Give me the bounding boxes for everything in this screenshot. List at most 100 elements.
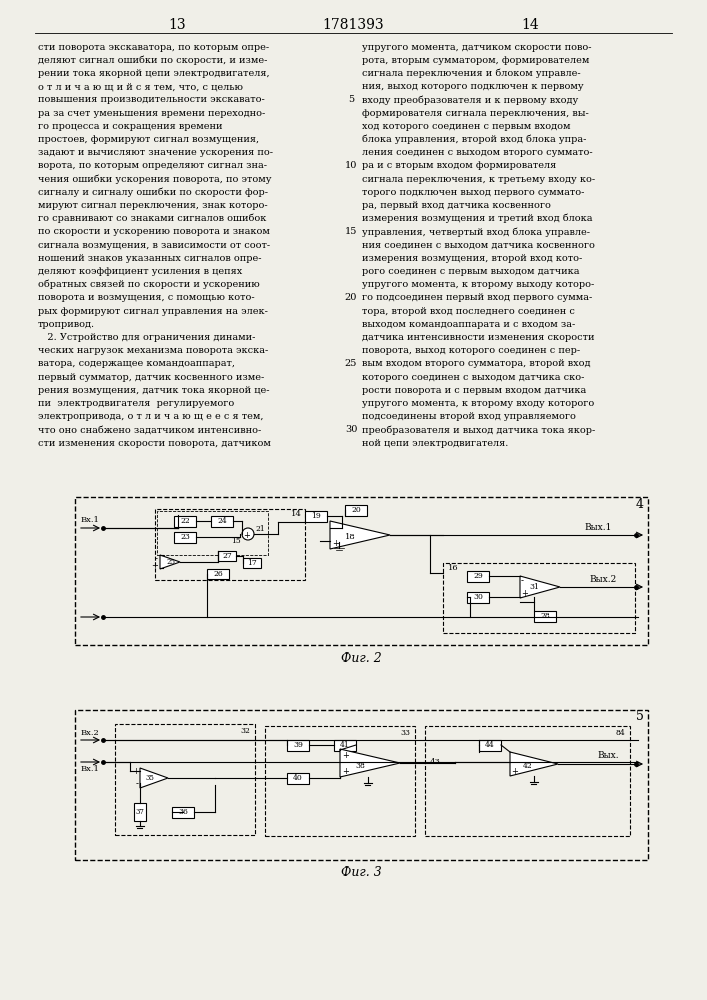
Text: 29: 29 xyxy=(473,572,483,580)
Text: 36: 36 xyxy=(178,808,188,816)
Bar xyxy=(479,740,501,750)
Polygon shape xyxy=(510,752,558,776)
Bar xyxy=(305,510,327,522)
Text: 18: 18 xyxy=(344,533,356,541)
Text: 10: 10 xyxy=(345,161,357,170)
Text: 30: 30 xyxy=(345,425,357,434)
Bar xyxy=(115,724,255,835)
Text: рости поворота и с первым входом датчика: рости поворота и с первым входом датчика xyxy=(362,386,586,395)
Text: поворота и возмущения, с помощью кото-: поворота и возмущения, с помощью кото- xyxy=(38,293,255,302)
Text: сигнала переключения, к третьему входу ко-: сигнала переключения, к третьему входу к… xyxy=(362,174,595,184)
Text: 21: 21 xyxy=(255,525,264,533)
Bar xyxy=(345,504,367,516)
Text: 25: 25 xyxy=(167,558,175,566)
Text: 20: 20 xyxy=(345,293,357,302)
Text: сигнала возмущения, в зависимости от соот-: сигнала возмущения, в зависимости от соо… xyxy=(38,240,270,249)
Text: блока управления, второй вход блока упра-: блока управления, второй вход блока упра… xyxy=(362,135,586,144)
Text: 41: 41 xyxy=(340,741,350,749)
Bar xyxy=(467,591,489,602)
Bar xyxy=(287,740,309,750)
Polygon shape xyxy=(140,768,168,788)
Text: что оно снабжено задатчиком интенсивно-: что оно снабжено задатчиком интенсивно- xyxy=(38,425,262,434)
Text: обратных связей по скорости и ускорению: обратных связей по скорости и ускорению xyxy=(38,280,259,289)
Text: 40: 40 xyxy=(293,774,303,782)
Text: деляют сигнал ошибки по скорости, и изме-: деляют сигнал ошибки по скорости, и изме… xyxy=(38,55,267,65)
Polygon shape xyxy=(160,555,180,569)
Text: поворота, выход которого соединен с пер-: поворота, выход которого соединен с пер- xyxy=(362,346,580,355)
Text: упругого момента, к второму выходу которо-: упругого момента, к второму выходу котор… xyxy=(362,280,595,289)
Text: 15: 15 xyxy=(345,227,357,236)
Text: го сравнивают со знаками сигналов ошибок: го сравнивают со знаками сигналов ошибок xyxy=(38,214,267,223)
Text: датчика интенсивности изменения скорости: датчика интенсивности изменения скорости xyxy=(362,333,595,342)
Text: рения возмущения, датчик тока якорной це-: рения возмущения, датчик тока якорной це… xyxy=(38,386,269,395)
Bar xyxy=(425,726,630,836)
Text: ра, первый вход датчика косвенного: ра, первый вход датчика косвенного xyxy=(362,201,551,210)
Text: Вх.1: Вх.1 xyxy=(81,765,100,773)
Bar xyxy=(75,710,648,860)
Bar xyxy=(157,511,268,555)
Text: 39: 39 xyxy=(293,741,303,749)
Text: простоев, формируют сигнал возмущения,: простоев, формируют сигнал возмущения, xyxy=(38,135,259,144)
Text: Фиг. 3: Фиг. 3 xyxy=(341,866,382,880)
Text: го подсоединен первый вход первого сумма-: го подсоединен первый вход первого сумма… xyxy=(362,293,592,302)
Text: +: + xyxy=(511,766,518,776)
Text: о т л и ч а ю щ и й с я тем, что, с целью: о т л и ч а ю щ и й с я тем, что, с цель… xyxy=(38,82,243,91)
Text: 15: 15 xyxy=(231,537,241,545)
Text: деляют коэффициент усиления в цепях: деляют коэффициент усиления в цепях xyxy=(38,267,243,276)
Text: 13: 13 xyxy=(168,18,186,32)
Text: -: - xyxy=(136,780,139,788)
Text: преобразователя и выход датчика тока якор-: преобразователя и выход датчика тока яко… xyxy=(362,425,595,435)
Text: -: - xyxy=(155,554,158,563)
Text: -: - xyxy=(521,576,524,585)
Text: Вых.: Вых. xyxy=(597,752,619,760)
Bar xyxy=(443,563,635,633)
Text: 17: 17 xyxy=(247,559,257,567)
Bar xyxy=(534,610,556,621)
Text: 26: 26 xyxy=(213,570,223,578)
Text: 38: 38 xyxy=(355,762,365,770)
Text: 84: 84 xyxy=(615,729,625,737)
Text: 25: 25 xyxy=(345,359,357,368)
Text: 16: 16 xyxy=(448,564,459,572)
Text: 30: 30 xyxy=(473,593,483,601)
Text: выходом командоаппарата и с входом за-: выходом командоаппарата и с входом за- xyxy=(362,320,575,329)
Text: 1781393: 1781393 xyxy=(322,18,384,32)
Text: рого соединен с первым выходом датчика: рого соединен с первым выходом датчика xyxy=(362,267,580,276)
Text: которого соединен с выходом датчика ско-: которого соединен с выходом датчика ско- xyxy=(362,372,585,381)
Text: Вх.1: Вх.1 xyxy=(81,516,100,524)
Bar xyxy=(134,803,146,821)
Bar xyxy=(334,740,356,750)
Text: 33: 33 xyxy=(400,729,410,737)
Text: ношений знаков указанных сигналов опре-: ношений знаков указанных сигналов опре- xyxy=(38,254,262,263)
Bar xyxy=(265,726,415,836)
Text: рота, вторым сумматором, формирователем: рота, вторым сумматором, формирователем xyxy=(362,56,590,65)
Bar xyxy=(207,569,229,579)
Bar xyxy=(172,806,194,818)
Text: сти изменения скорости поворота, датчиком: сти изменения скорости поворота, датчико… xyxy=(38,438,271,448)
Bar xyxy=(218,551,236,561)
Text: ной цепи электродвигателя.: ной цепи электродвигателя. xyxy=(362,438,508,448)
Bar xyxy=(174,532,196,542)
Polygon shape xyxy=(340,749,400,777)
Text: тропривод.: тропривод. xyxy=(38,320,95,329)
Text: 43: 43 xyxy=(430,758,440,766)
Text: 35: 35 xyxy=(146,774,154,782)
Text: 28: 28 xyxy=(540,612,550,620)
Text: 22: 22 xyxy=(180,517,190,525)
Text: 27: 27 xyxy=(222,552,232,560)
Text: по скорости и ускорению поворота и знаком: по скорости и ускорению поворота и знако… xyxy=(38,227,270,236)
Text: ния, выход которого подключен к первому: ния, выход которого подключен к первому xyxy=(362,82,583,91)
Text: Вх.2: Вх.2 xyxy=(81,729,100,737)
Bar xyxy=(75,497,648,645)
Text: 24: 24 xyxy=(217,517,227,525)
Text: вым входом второго сумматора, второй вход: вым входом второго сумматора, второй вхо… xyxy=(362,359,590,368)
Text: первый сумматор, датчик косвенного изме-: первый сумматор, датчик косвенного изме- xyxy=(38,372,264,381)
Text: 4: 4 xyxy=(636,497,644,510)
Text: +: + xyxy=(342,766,349,776)
Text: чения ошибки ускорения поворота, по этому: чения ошибки ускорения поворота, по этом… xyxy=(38,174,271,184)
Text: +: + xyxy=(332,538,339,548)
Text: задают и вычисляют значение ускорения по-: задают и вычисляют значение ускорения по… xyxy=(38,148,273,157)
Text: сти поворота экскаватора, по которым опре-: сти поворота экскаватора, по которым опр… xyxy=(38,42,269,51)
Text: Фиг. 2: Фиг. 2 xyxy=(341,652,382,664)
Text: +: + xyxy=(342,750,349,760)
